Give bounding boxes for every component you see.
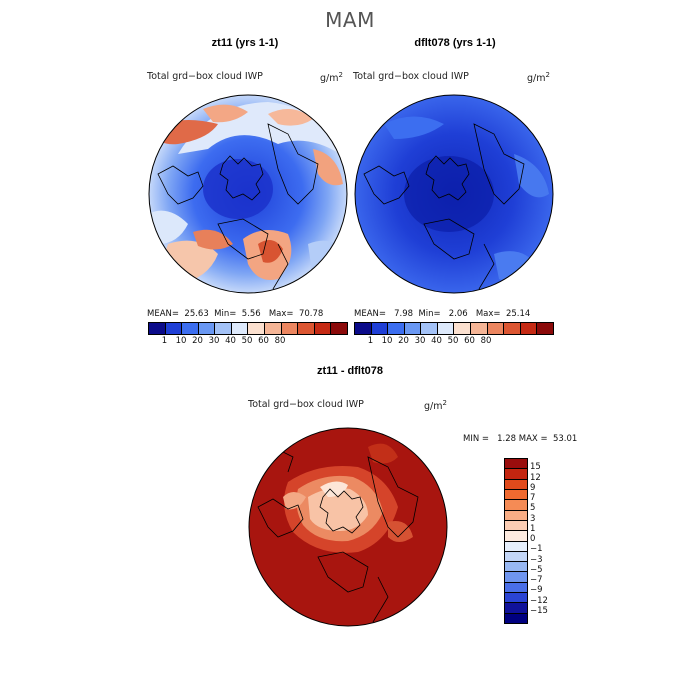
panel-1-map <box>148 94 348 294</box>
difference-colorbar-swatch <box>505 562 527 573</box>
panel-2-colorbar-tick-label: 40 <box>431 336 442 346</box>
difference-colorbar-swatch <box>505 510 527 521</box>
panel-2-colorbar-tick-label: 50 <box>447 336 459 346</box>
difference-colorbar-swatch <box>505 520 527 532</box>
panel-1-colorbar-swatch <box>231 323 249 334</box>
panel-1-colorbar-swatch <box>331 323 347 334</box>
panel-2-colorbar-tick-label: 20 <box>398 336 409 346</box>
difference-colorbar-tick-label: −1 <box>530 544 543 555</box>
panel-1-colorbar-tick-label: 60 <box>258 336 269 346</box>
panel-2-colorbar-swatch <box>355 323 372 334</box>
panel-2-stats: MEAN= 7.98 Min= 2.06 Max= 25.14 <box>354 309 531 319</box>
panel-2-colorbar-swatch <box>371 323 389 334</box>
panel-2-colorbar-swatch <box>487 323 505 334</box>
difference-colorbar-swatch <box>505 479 527 490</box>
panel-1-colorbar-swatch <box>248 323 266 334</box>
difference-colorbar-tick-label: 9 <box>530 482 536 493</box>
panel-2-colorbar-swatch <box>520 323 538 334</box>
panel-1-colorbar-swatch <box>149 323 166 334</box>
panel-2-colorbar-swatch <box>537 323 553 334</box>
difference-colorbar-swatch <box>505 582 527 594</box>
panel-2-colorbar-swatch <box>421 323 438 334</box>
panel-1-colorbar-tick-label: 1 <box>161 336 168 346</box>
difference-colorbar-swatch <box>505 603 527 614</box>
difference-map <box>248 427 448 627</box>
panel-1-colorbar-tick-label: 50 <box>241 336 253 346</box>
panel-2-variable-label: Total grd−box cloud IWP <box>353 71 469 82</box>
panel-1-colorbar-swatch <box>182 323 199 334</box>
difference-colorbar-tick-label: 3 <box>530 513 536 524</box>
difference-colorbar-swatch <box>505 531 527 542</box>
panel-1-colorbar-swatch <box>165 323 183 334</box>
panel-2-colorbar-ticks: 1 10 20 30 40 50 60 80 <box>354 336 554 348</box>
difference-colorbar-swatch <box>505 541 527 552</box>
panel-1-colorbar-tick-label: 80 <box>274 336 286 346</box>
difference-colorbar-tick-label: 12 <box>530 472 541 483</box>
panel-1-colorbar-tick-label: 30 <box>208 336 220 346</box>
panel-1-colorbar-tick-label: 20 <box>192 336 203 346</box>
panel-2-colorbar-tick-label: 10 <box>381 336 393 346</box>
difference-colorbar-swatch <box>505 489 527 501</box>
panel-1-title: zt11 (yrs 1-1) <box>211 37 279 49</box>
panel-2-colorbar-tick-label: 1 <box>367 336 374 346</box>
panel-1-variable-label: Total grd−box cloud IWP <box>147 71 263 82</box>
panel-1-units: g/m2 <box>320 71 343 85</box>
difference-colorbar-tick-label: 5 <box>530 503 536 514</box>
panel-1-colorbar-swatch <box>281 323 299 334</box>
panel-2-colorbar-tick-label: 80 <box>480 336 492 346</box>
difference-colorbar <box>504 458 528 624</box>
panel-1-colorbar-tick-label: 40 <box>225 336 236 346</box>
difference-colorbar-tick-label: −12 <box>530 595 548 606</box>
panel-1-colorbar-swatch <box>215 323 232 334</box>
panel-1-colorbar-ticks: 1 10 20 30 40 50 60 80 <box>148 336 348 348</box>
panel-2-colorbar-swatch <box>388 323 405 334</box>
difference-colorbar-tick-label: −7 <box>530 575 543 585</box>
panel-2-title: dflt078 (yrs 1-1) <box>414 37 496 49</box>
difference-colorbar-tick-label: 1 <box>530 523 536 534</box>
difference-colorbar-tick-label: −15 <box>530 605 548 616</box>
panel-2-colorbar-tick-label: 60 <box>464 336 475 346</box>
difference-units: g/m2 <box>424 399 447 413</box>
difference-colorbar-tick-label: 0 <box>530 534 536 544</box>
difference-colorbar-tick-label: 15 <box>530 462 541 473</box>
panel-1-colorbar-tick-label: 10 <box>175 336 187 346</box>
difference-colorbar-ticks: 15 12 9 7 5 3 1 0 −1 −3 −5 −7 −9 −12 −15 <box>530 458 570 624</box>
difference-colorbar-swatch <box>505 500 527 511</box>
difference-colorbar-tick-label: 7 <box>530 493 536 503</box>
panel-1-colorbar-swatch <box>298 323 315 334</box>
panel-1-stats: MEAN= 25.63 Min= 5.56 Max= 70.78 <box>147 309 324 319</box>
season-title: MAM <box>325 8 375 32</box>
difference-colorbar-swatch <box>505 551 527 563</box>
difference-stats: MIN = 1.28 MAX = 53.01 <box>463 434 578 444</box>
panel-2-map <box>354 94 554 294</box>
panel-2-colorbar <box>354 322 554 335</box>
panel-2-colorbar-swatch <box>454 323 472 334</box>
difference-colorbar-swatch <box>505 572 527 583</box>
panel-2-units: g/m2 <box>527 71 550 85</box>
difference-colorbar-swatch <box>505 593 527 604</box>
panel-1-colorbar-swatch <box>314 323 332 334</box>
panel-1-colorbar-swatch <box>198 323 216 334</box>
difference-colorbar-swatch <box>505 613 527 623</box>
panel-1-colorbar <box>148 322 348 335</box>
panel-2-colorbar-swatch <box>504 323 521 334</box>
panel-2-colorbar-tick-label: 30 <box>414 336 426 346</box>
difference-colorbar-tick-label: −9 <box>530 585 543 596</box>
panel-2-colorbar-swatch <box>437 323 455 334</box>
difference-colorbar-swatch <box>505 469 527 480</box>
difference-colorbar-tick-label: −3 <box>530 554 543 565</box>
difference-colorbar-swatch <box>505 459 527 470</box>
panel-2-colorbar-swatch <box>404 323 422 334</box>
panel-2-colorbar-swatch <box>471 323 488 334</box>
panel-1-colorbar-swatch <box>265 323 282 334</box>
difference-colorbar-tick-label: −5 <box>530 564 543 575</box>
difference-variable-label: Total grd−box cloud IWP <box>248 399 364 410</box>
difference-title: zt11 - dflt078 <box>316 365 384 377</box>
